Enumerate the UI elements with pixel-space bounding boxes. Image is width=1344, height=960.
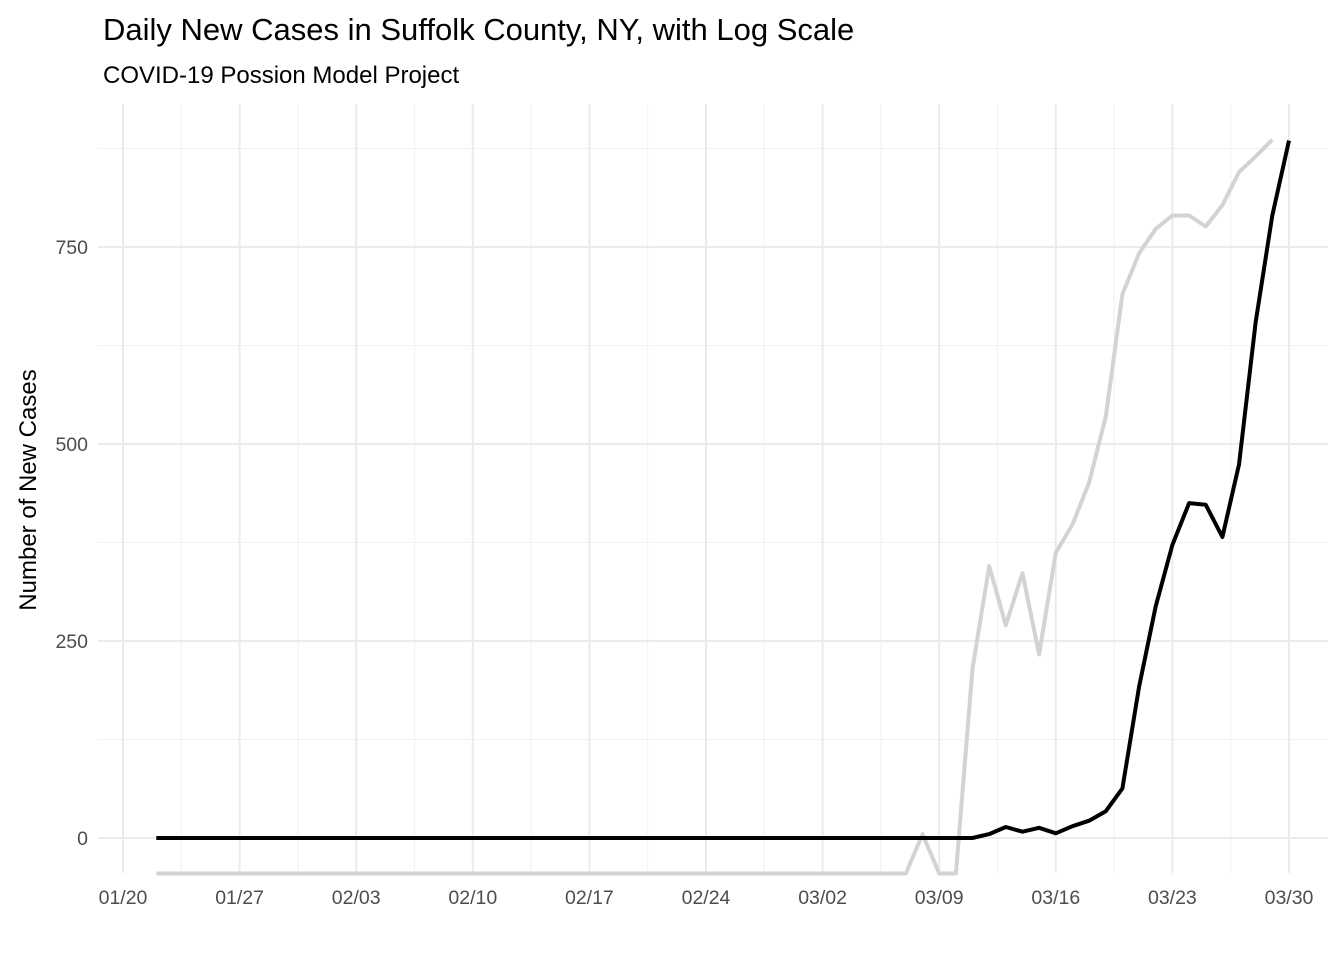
chart-subtitle: COVID-19 Possion Model Project (103, 62, 459, 89)
x-tick-label: 02/10 (448, 887, 497, 909)
x-tick-label: 03/16 (1031, 887, 1080, 909)
x-tick-label: 03/30 (1265, 887, 1314, 909)
series-lines (156, 138, 1291, 876)
x-tick-label: 03/02 (798, 887, 847, 909)
x-tick-label: 02/24 (682, 887, 731, 909)
axis-ticks: 0 250 500 750 01/20 01/27 02/03 02/10 02/17 02/24… (55, 237, 1313, 909)
y-tick-label: 750 (55, 237, 88, 259)
x-tick-label: 03/09 (915, 887, 964, 909)
chart-title: Daily New Cases in Suffolk County, NY, w… (103, 12, 854, 47)
y-tick-label: 0 (77, 828, 88, 850)
y-axis-label: Number of New Cases (15, 369, 42, 610)
x-tick-label: 02/03 (332, 887, 381, 909)
x-tick-label: 03/23 (1148, 887, 1197, 909)
x-tick-label: 01/20 (99, 887, 148, 909)
x-tick-label: 01/27 (215, 887, 264, 909)
series-line (156, 138, 1274, 876)
y-tick-label: 250 (55, 631, 88, 653)
grid-lines (98, 104, 1328, 873)
series-line (156, 140, 1291, 840)
x-tick-label: 02/17 (565, 887, 614, 909)
y-tick-label: 500 (55, 434, 88, 456)
